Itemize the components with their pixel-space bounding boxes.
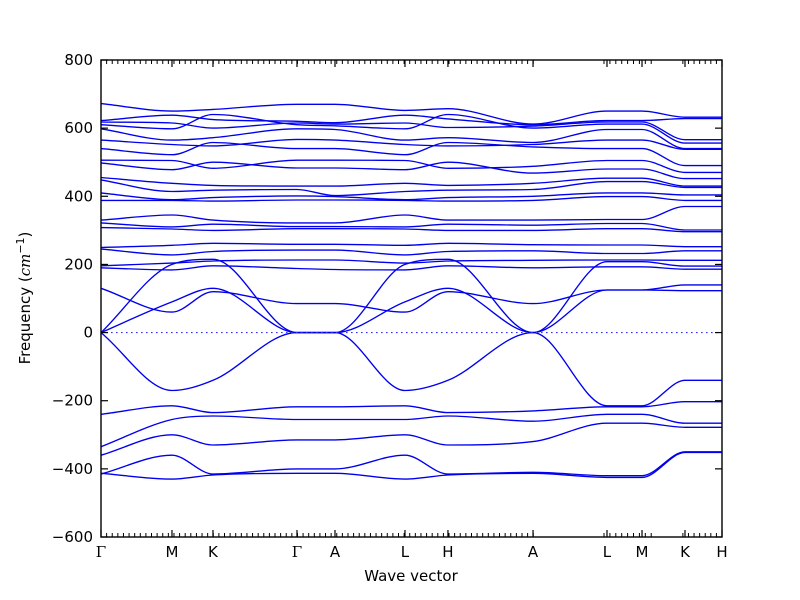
y-axis-label: Frequency (cm−1)	[14, 232, 34, 365]
band-line	[100, 284, 722, 313]
band-line	[101, 195, 722, 202]
band-line	[100, 422, 722, 456]
x-station-label: H	[442, 543, 453, 561]
axes-frame	[100, 59, 723, 538]
x-station-label: L	[603, 543, 612, 561]
band-line	[100, 401, 722, 415]
band-line	[100, 113, 723, 144]
y-tick-label: 400	[64, 187, 93, 205]
band-line	[100, 451, 723, 477]
band-line	[100, 226, 722, 233]
band-line	[100, 121, 722, 141]
band-line	[100, 102, 722, 125]
y-tick-label: −200	[52, 392, 93, 410]
x-station-label: Γ	[96, 543, 106, 561]
band-line	[100, 205, 722, 224]
x-axis-label: Wave vector	[364, 567, 458, 585]
band-line	[100, 331, 723, 407]
band-line	[100, 192, 722, 201]
band-line	[100, 222, 722, 231]
y-tick-label: 200	[64, 255, 93, 273]
x-station-label: Γ	[292, 543, 302, 561]
x-station-label: M	[636, 543, 649, 561]
band-line	[100, 242, 722, 249]
band-line	[100, 138, 722, 150]
y-tick-label: −600	[52, 528, 93, 546]
y-tick-label: 0	[83, 324, 93, 342]
band-line	[100, 248, 722, 256]
band-line	[100, 265, 722, 271]
band-line	[100, 161, 722, 180]
band-line	[100, 159, 722, 174]
band-line	[100, 413, 722, 448]
x-station-label: H	[716, 543, 727, 561]
y-tick-label: 600	[64, 119, 93, 137]
band-line	[100, 258, 722, 334]
band-line	[100, 451, 722, 480]
x-station-label: A	[528, 543, 539, 561]
x-station-label: K	[208, 543, 219, 561]
band-line	[100, 141, 722, 167]
x-station-label: L	[401, 543, 410, 561]
y-tick-label: 800	[64, 51, 93, 69]
band-line	[100, 259, 722, 267]
band-line	[100, 128, 722, 150]
band-line	[100, 114, 723, 126]
band-lines-group	[100, 102, 723, 480]
band-line	[100, 176, 722, 187]
y-tick-label: −400	[52, 460, 93, 478]
x-station-label: K	[680, 543, 691, 561]
x-station-label: M	[166, 543, 179, 561]
band-line	[100, 179, 722, 197]
x-station-label: A	[330, 543, 341, 561]
